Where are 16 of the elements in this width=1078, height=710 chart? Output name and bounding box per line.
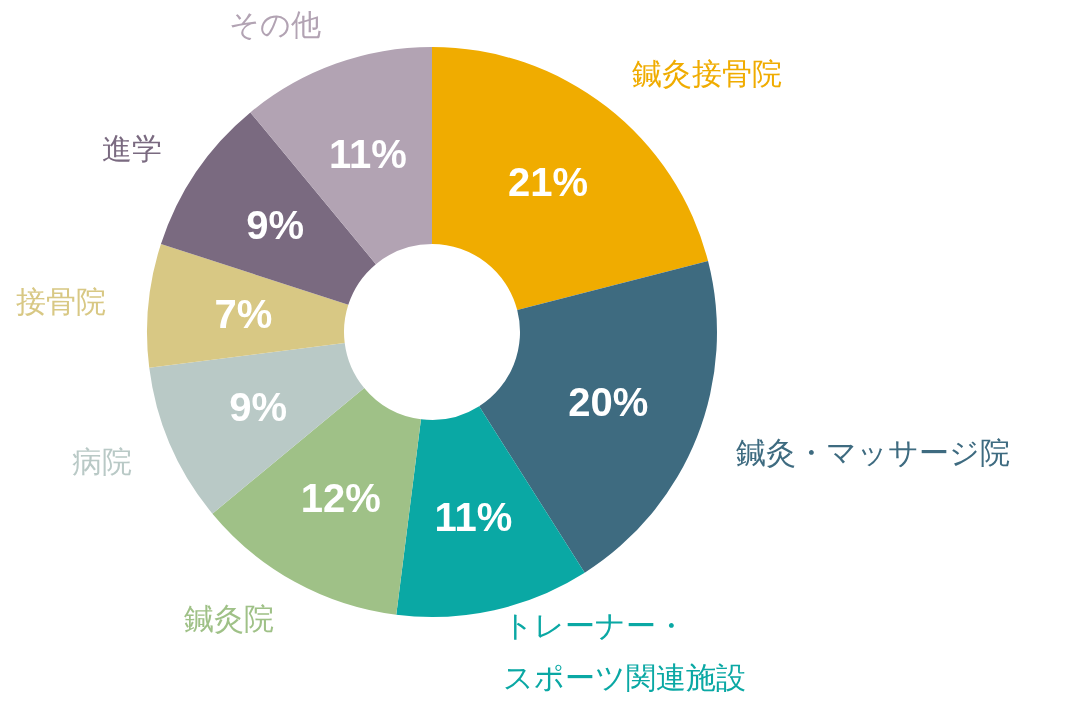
data-label: 9% — [229, 385, 287, 430]
data-label: 7% — [214, 292, 273, 337]
slice-label: 接骨院 — [16, 283, 107, 319]
data-label: 12% — [300, 476, 381, 521]
slice-label: 鍼灸院 — [184, 601, 275, 637]
slice-label: 進学 — [101, 130, 162, 166]
slice-label: 鍼灸接骨院 — [632, 56, 783, 92]
slice-label: 鍼灸・マッサージ院 — [736, 434, 1011, 470]
data-label: 20% — [568, 379, 649, 424]
slice-label: その他 — [229, 6, 322, 42]
slice-label: 病院 — [71, 444, 132, 480]
data-label: 9% — [246, 203, 305, 248]
slice-label: トレーナー・スポーツ関連施設 — [503, 607, 747, 695]
data-label: 21% — [508, 160, 589, 205]
data-label: 11% — [434, 494, 513, 539]
data-label: 11% — [328, 131, 407, 176]
